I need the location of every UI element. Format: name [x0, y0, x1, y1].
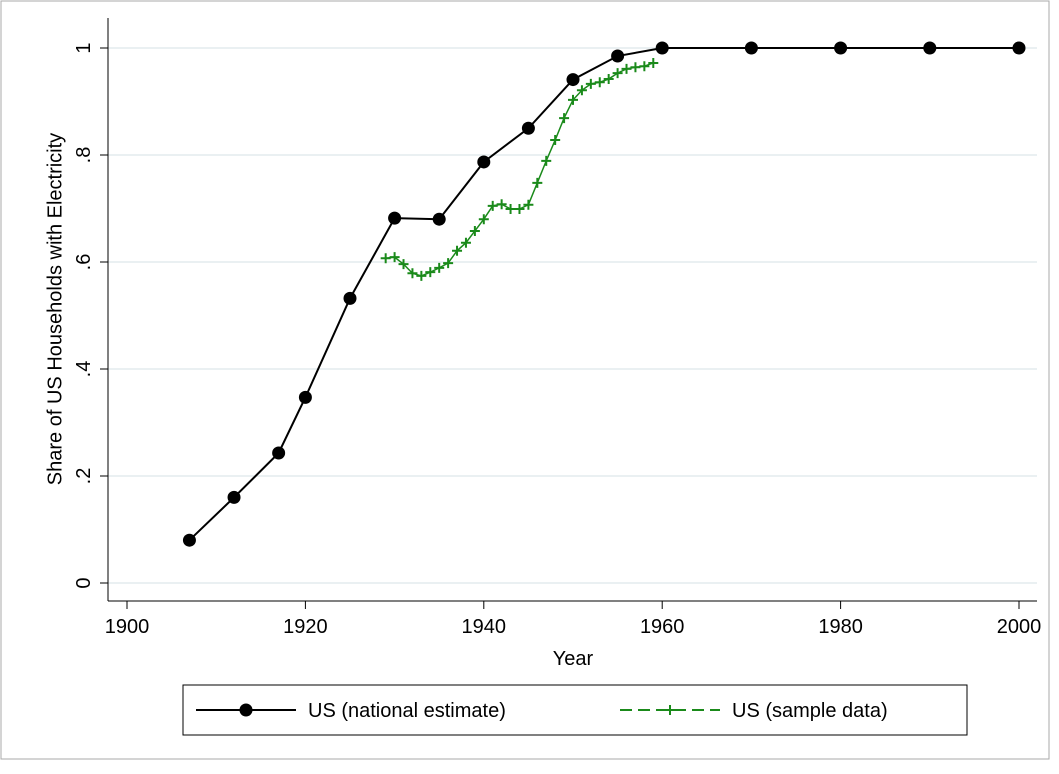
point — [541, 155, 552, 166]
point — [576, 85, 587, 96]
point — [566, 73, 580, 87]
y-axis-label: Share of US Households with Electricity — [44, 133, 66, 485]
y-tick-label: .8 — [73, 147, 95, 164]
point — [298, 390, 312, 404]
point — [389, 252, 400, 263]
x-tick-label: 1980 — [818, 616, 863, 638]
point — [182, 533, 196, 547]
point — [478, 214, 489, 225]
point — [521, 121, 535, 135]
y-tick-label: 0 — [73, 577, 95, 588]
x-axis-label: Year — [553, 648, 594, 670]
point — [477, 155, 491, 169]
point — [398, 259, 409, 270]
point — [744, 41, 758, 55]
frame — [0, 0, 1050, 760]
y-tick-label: .2 — [73, 468, 95, 485]
point — [407, 268, 418, 279]
x-tick-label: 1960 — [640, 616, 685, 638]
point — [655, 41, 669, 55]
point — [594, 77, 605, 88]
point — [469, 225, 480, 236]
legend-marker — [239, 703, 253, 717]
point — [523, 199, 534, 210]
point — [496, 199, 507, 210]
point — [272, 446, 286, 460]
x-tick-label: 1900 — [105, 616, 150, 638]
point — [1012, 41, 1026, 55]
legend-label: US (sample data) — [732, 700, 888, 722]
x-tick-label: 2000 — [997, 616, 1042, 638]
point — [343, 291, 357, 305]
point — [227, 490, 241, 504]
y-tick-label: .6 — [73, 254, 95, 271]
y-tick-label: .4 — [73, 361, 95, 378]
point — [416, 270, 427, 281]
point — [434, 262, 445, 273]
point — [611, 49, 625, 63]
point — [612, 68, 623, 79]
point — [432, 212, 446, 226]
x-tick-label: 1940 — [462, 616, 507, 638]
point — [550, 135, 561, 146]
point — [388, 211, 402, 225]
point — [585, 78, 596, 89]
legend-marker — [665, 705, 675, 715]
point — [834, 41, 848, 55]
point — [460, 237, 471, 248]
y-tick-label: 1 — [73, 42, 95, 53]
point — [514, 204, 525, 215]
point — [380, 253, 391, 264]
point — [568, 94, 578, 105]
x-tick-label: 1920 — [283, 616, 328, 638]
point — [487, 200, 498, 211]
point — [443, 258, 454, 269]
point — [425, 267, 436, 278]
point — [532, 177, 543, 188]
point — [648, 57, 659, 68]
point — [559, 113, 570, 124]
point — [639, 61, 650, 72]
point — [452, 245, 463, 256]
point — [603, 74, 614, 85]
point — [923, 41, 937, 55]
series-line — [188, 47, 1019, 541]
legend — [182, 684, 968, 736]
point — [621, 63, 632, 74]
legend-label: US (national estimate) — [308, 700, 506, 722]
point — [505, 204, 516, 215]
point — [630, 62, 641, 73]
